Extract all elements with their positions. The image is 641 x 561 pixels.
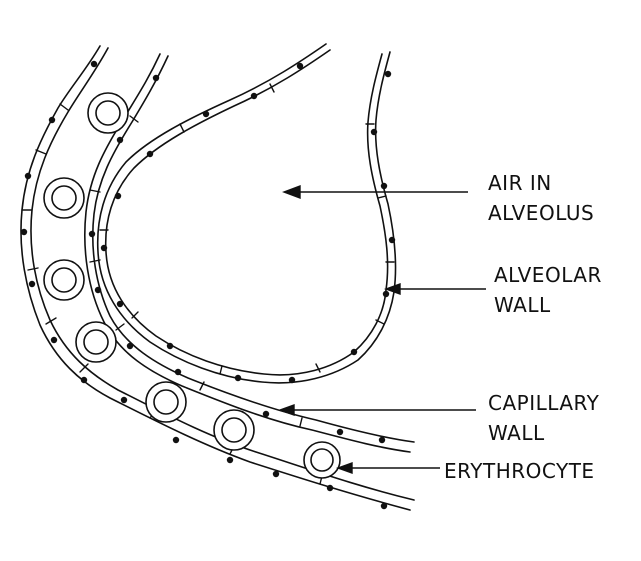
air-label-line2: ALVEOLUS [488, 201, 594, 225]
air-label-line1: AIR IN [488, 171, 552, 195]
capillary-wall-label-line1: CAPILLARY [488, 391, 600, 415]
erythrocyte-1 [88, 93, 128, 133]
alveolar-wall-label-line2: WALL [494, 293, 551, 317]
alveolar-wall-label-line1: ALVEOLAR [494, 263, 602, 287]
capillary-wall-arrow [280, 405, 476, 415]
capillary-wall-label-line2: WALL [488, 421, 545, 445]
labels: AIR IN ALVEOLUS ALVEOLAR WALL CAPILLARY … [444, 171, 602, 483]
erythrocyte-7 [304, 442, 340, 478]
erythrocyte-2 [44, 178, 84, 218]
alveolar-wall-arrow [386, 284, 486, 294]
erythrocyte-3 [44, 260, 84, 300]
erythrocyte-label: ERYTHROCYTE [444, 459, 595, 483]
erythrocyte-arrow [338, 463, 440, 473]
erythrocytes [44, 93, 340, 478]
alveolar-wall-outline [98, 44, 396, 383]
capillary-inner-wall [85, 54, 414, 452]
erythrocyte-4 [76, 322, 116, 362]
erythrocyte-5 [146, 382, 186, 422]
erythrocyte-6 [214, 410, 254, 450]
